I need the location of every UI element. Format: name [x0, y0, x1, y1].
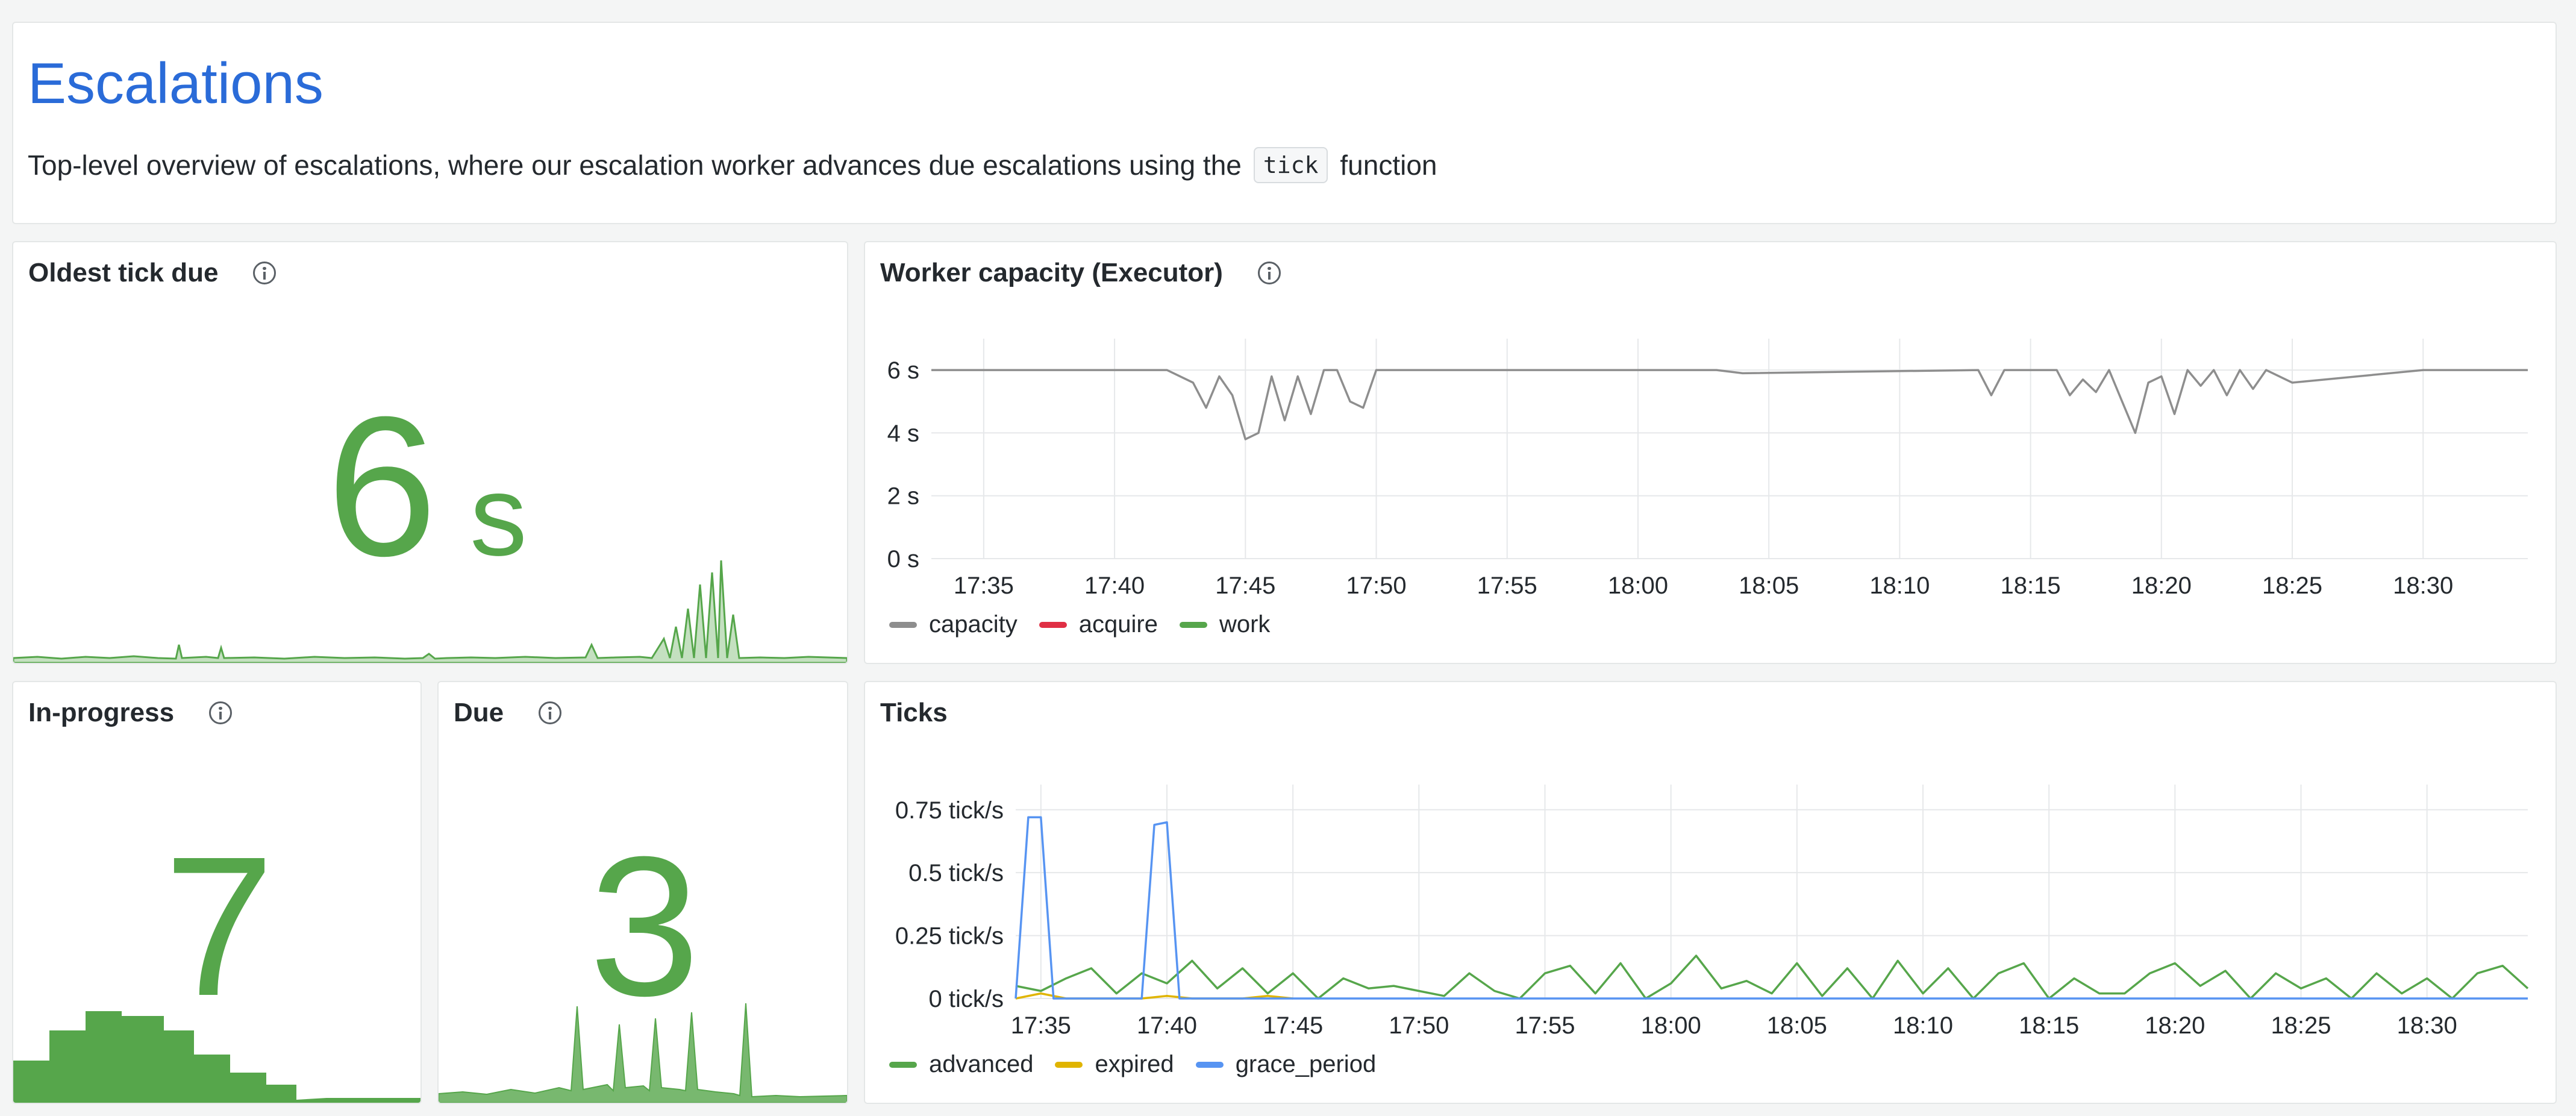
stat-value: 7: [164, 827, 275, 1026]
legend-swatch: [889, 1061, 917, 1068]
x-tick-label: 17:40: [1137, 1012, 1197, 1039]
legend-label: capacity: [929, 611, 1018, 638]
legend-label: grace_period: [1235, 1051, 1377, 1077]
description-text: Top-level overview of escalations, where…: [28, 149, 1242, 181]
x-tick-label: 17:35: [954, 572, 1014, 599]
x-tick-label: 17:50: [1346, 572, 1406, 599]
panel-title-text: Oldest tick due: [28, 258, 219, 287]
x-tick-label: 18:25: [2271, 1012, 2331, 1039]
legend-item-acquire[interactable]: acquire: [1039, 611, 1158, 638]
stat-value: 6 s: [327, 387, 527, 586]
stat-number: 3: [589, 815, 700, 1037]
panel-title[interactable]: Oldest tick due: [28, 258, 277, 288]
legend-swatch: [889, 621, 917, 628]
x-tick-label: 18:15: [2001, 572, 2061, 599]
y-tick-label: 2 s: [887, 483, 919, 510]
x-tick-label: 17:55: [1515, 1012, 1575, 1039]
info-icon[interactable]: [539, 701, 562, 724]
series-line-capacity: [931, 369, 2528, 440]
x-tick-label: 17:35: [1011, 1012, 1071, 1039]
chart-legend: advanced expired grace_period: [889, 1051, 1376, 1078]
legend-swatch: [1179, 621, 1207, 628]
ticks-panel: Ticks 0.75 tick/s 0.5 tick/s 0.25 tick/s 0 …: [864, 681, 2557, 1104]
x-tick-label: 18:10: [1869, 572, 1930, 599]
stat-value: 3: [589, 827, 700, 1026]
in-progress-panel: In-progress 7: [12, 681, 422, 1104]
x-tick-label: 17:50: [1389, 1012, 1449, 1039]
series-line-grace_period: [1014, 816, 2528, 1000]
legend-label: advanced: [929, 1051, 1034, 1077]
series-line-advanced: [1015, 955, 2529, 1000]
stat-unit: s: [469, 452, 527, 580]
worker-capacity-chart: 6 s 4 s 2 s 0 s 17:35 17:40 17:45 17:50 17:55 18:…: [887, 339, 2528, 599]
description-suffix: function: [1340, 149, 1437, 181]
x-tick-label: 18:00: [1641, 1012, 1701, 1039]
x-tick-label: 18:05: [1767, 1012, 1827, 1039]
chart-legend: capacity acquire work: [889, 611, 1270, 638]
sparkline: [13, 1011, 420, 1103]
legend-swatch: [1195, 1061, 1224, 1068]
x-tick-label: 18:20: [2131, 572, 2192, 599]
x-tick-label: 18:30: [2397, 1012, 2457, 1039]
y-tick-label: 0 tick/s: [929, 986, 1004, 1012]
info-icon[interactable]: [1257, 262, 1281, 284]
panel-title-text: In-progress: [28, 698, 175, 727]
x-tick-label: 18:25: [2262, 572, 2322, 599]
legend-swatch: [1055, 1061, 1083, 1068]
x-tick-label: 18:05: [1739, 572, 1799, 599]
panel-title-text: Worker capacity (Executor): [880, 258, 1223, 287]
legend-label: expired: [1095, 1051, 1174, 1077]
panel-title[interactable]: In-progress: [28, 698, 233, 728]
panel-title-text: Ticks: [880, 698, 948, 727]
due-panel: Due 3: [437, 681, 848, 1104]
panel-title[interactable]: Due: [454, 698, 562, 728]
y-tick-label: 0.75 tick/s: [895, 797, 1004, 824]
legend-item-expired[interactable]: expired: [1055, 1051, 1174, 1078]
x-tick-label: 18:30: [2393, 572, 2453, 599]
stat-number: 7: [164, 815, 275, 1037]
x-tick-label: 18:10: [1893, 1012, 1953, 1039]
y-tick-label: 0.25 tick/s: [895, 923, 1004, 950]
panel-title[interactable]: Worker capacity (Executor): [880, 258, 1281, 288]
legend-item-work[interactable]: work: [1179, 611, 1271, 638]
y-tick-label: 4 s: [887, 420, 919, 447]
info-icon[interactable]: [209, 701, 233, 724]
x-tick-label: 17:55: [1477, 572, 1537, 599]
sparkline-line: [13, 560, 847, 663]
x-tick-label: 17:40: [1084, 572, 1145, 599]
oldest-tick-due-panel: Oldest tick due 6 s: [12, 241, 848, 664]
legend-item-grace_period[interactable]: grace_period: [1195, 1051, 1377, 1078]
sparkline: [439, 1003, 847, 1103]
ticks-chart: 0.75 tick/s 0.5 tick/s 0.25 tick/s 0 tick/s…: [895, 785, 2529, 1039]
info-icon[interactable]: [253, 262, 277, 284]
sparkline: [13, 560, 847, 663]
stat-number: 6: [327, 375, 437, 597]
legend-label: work: [1219, 611, 1271, 638]
y-tick-label: 0.5 tick/s: [908, 860, 1004, 886]
tick-code: tick: [1253, 147, 1328, 183]
x-tick-label: 17:45: [1263, 1012, 1323, 1039]
sparkline-area: [13, 1011, 420, 1103]
panel-title[interactable]: Ticks: [880, 698, 948, 728]
page-title: Escalations: [28, 51, 324, 116]
legend-swatch: [1039, 621, 1067, 628]
page-description: Top-level overview of escalations, where…: [28, 147, 1437, 183]
x-tick-label: 18:20: [2145, 1012, 2205, 1039]
panel-title-text: Due: [454, 698, 504, 727]
legend-item-advanced[interactable]: advanced: [889, 1051, 1033, 1078]
y-tick-label: 0 s: [887, 546, 919, 572]
x-tick-label: 17:45: [1215, 572, 1275, 599]
legend-item-capacity[interactable]: capacity: [889, 611, 1018, 638]
x-tick-label: 18:00: [1608, 572, 1668, 599]
x-tick-label: 18:15: [2019, 1012, 2079, 1039]
legend-label: acquire: [1078, 611, 1158, 638]
sparkline-area: [439, 1003, 847, 1103]
y-tick-label: 6 s: [887, 357, 919, 384]
header-panel: Escalations Top-level overview of escala…: [12, 22, 2557, 224]
worker-capacity-panel: Worker capacity (Executor) 6 s 4 s 2 s 0 s 1…: [864, 241, 2557, 664]
